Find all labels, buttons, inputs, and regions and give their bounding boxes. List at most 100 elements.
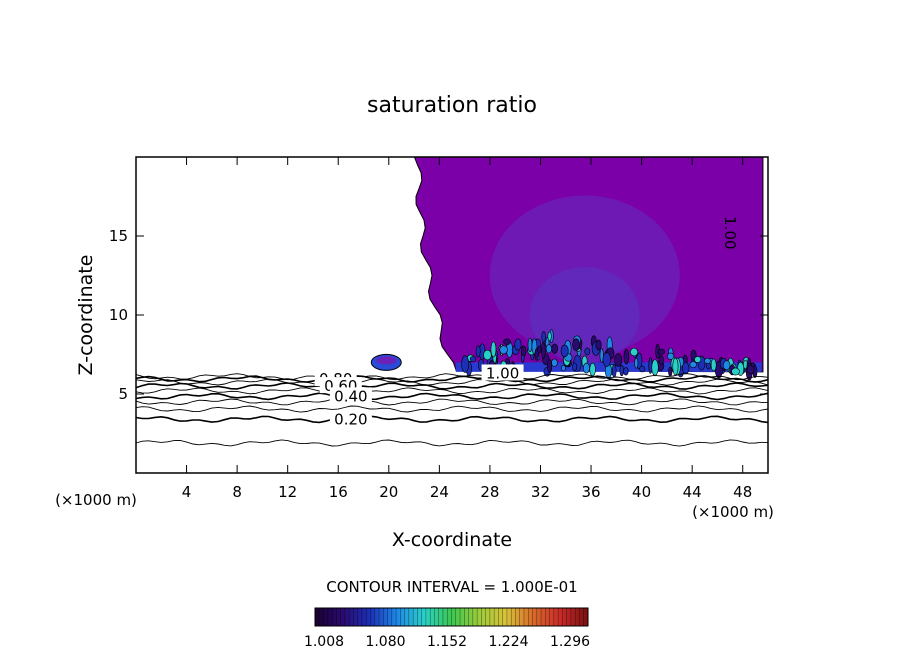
turbulent-cell xyxy=(475,345,481,358)
turbulent-cell xyxy=(584,347,591,356)
colorbar-tick-label: 1.008 xyxy=(304,634,344,650)
turbulent-cell xyxy=(461,355,470,373)
turbulent-cell xyxy=(710,358,717,372)
turbulent-cell xyxy=(541,331,546,343)
iso-line xyxy=(135,373,769,381)
turbulent-cell xyxy=(722,360,731,371)
iso-line xyxy=(135,392,769,401)
turbulent-cell xyxy=(546,359,553,373)
x-axis-label: X-coordinate xyxy=(392,529,512,551)
plume-core xyxy=(529,267,640,363)
turbulent-cell xyxy=(589,362,596,377)
turbulent-cell xyxy=(657,348,666,355)
x-tick-label: 40 xyxy=(632,483,651,501)
turbulent-cell xyxy=(623,367,629,376)
turbulent-cell xyxy=(672,357,679,376)
contour-label: 1.00 xyxy=(486,364,519,382)
turbulent-cell xyxy=(746,365,755,375)
turbulent-cell xyxy=(704,357,711,364)
turbulent-cell xyxy=(651,359,659,376)
chart-title: saturation ratio xyxy=(367,93,537,118)
colorbar-tick-label: 1.296 xyxy=(550,634,590,650)
x-unit-left: (×1000 m) xyxy=(55,491,137,509)
turbulent-cell xyxy=(602,352,611,367)
iso-line xyxy=(135,398,769,406)
x-axis: 4 8 12 16 20 24 28 32 36 40 44 48 xyxy=(182,157,752,501)
turbulent-cell xyxy=(639,365,646,373)
x-tick-label: 24 xyxy=(430,483,449,501)
x-tick-label: 4 xyxy=(182,483,192,501)
contour-label: 0.20 xyxy=(334,410,367,428)
turbulent-cell xyxy=(630,347,639,357)
small-cell-core xyxy=(376,356,397,365)
x-tick-label: 32 xyxy=(531,483,550,501)
turbulent-cell xyxy=(521,345,527,357)
turbulent-cell xyxy=(561,364,566,372)
turbulent-cell xyxy=(694,356,702,363)
turbulent-cell xyxy=(689,361,697,368)
turbulent-cell xyxy=(682,361,690,375)
iso-line xyxy=(135,382,769,391)
y-tick-label: 10 xyxy=(109,306,128,324)
contour-label: 1.00 xyxy=(721,216,739,249)
contour-interval: CONTOUR INTERVAL = 1.000E-01 xyxy=(326,578,577,596)
colorbar-tick-label: 1.080 xyxy=(365,634,405,650)
y-axis: 5 10 15 xyxy=(109,227,768,403)
field-layer xyxy=(370,156,764,381)
x-tick-label: 20 xyxy=(379,483,398,501)
turbulent-cell xyxy=(560,344,569,358)
iso-line xyxy=(135,415,769,424)
iso-line xyxy=(135,387,769,395)
x-tick-label: 48 xyxy=(733,483,752,501)
base-turbulence xyxy=(455,329,762,381)
colorbar-tick-label: 1.152 xyxy=(427,634,467,650)
x-tick-label: 8 xyxy=(232,483,242,501)
y-tick-label: 15 xyxy=(109,227,128,245)
y-axis-label: Z-coordinate xyxy=(75,255,97,376)
turbulent-cell xyxy=(619,364,624,377)
turbulent-cell xyxy=(634,357,639,369)
iso-line xyxy=(135,439,769,447)
turbulent-cell xyxy=(483,349,492,361)
turbulent-cell xyxy=(551,343,559,354)
iso-line xyxy=(135,405,769,413)
colorbar: 1.008 1.080 1.152 1.224 1.296 xyxy=(304,607,590,650)
contour-label: 0.40 xyxy=(334,387,367,405)
x-tick-label: 36 xyxy=(581,483,600,501)
turbulent-cell xyxy=(572,362,578,371)
turbulent-cell xyxy=(572,338,580,351)
iso-line xyxy=(135,378,769,386)
contour-label-bg xyxy=(329,387,372,404)
x-tick-label: 44 xyxy=(683,483,702,501)
turbulent-cell xyxy=(545,344,552,354)
turbulent-cell xyxy=(490,341,497,358)
turbulent-cell xyxy=(503,338,511,345)
colorbar-tick-label: 1.224 xyxy=(488,634,528,650)
turbulent-cell xyxy=(499,345,508,355)
turbulent-cell xyxy=(611,364,617,378)
iso-line xyxy=(135,375,769,383)
turbulent-cell xyxy=(551,358,558,367)
turbulent-cell xyxy=(469,356,477,362)
contour-labels: 0.800.600.400.201.001.00 xyxy=(314,216,739,428)
turbulent-cell xyxy=(623,348,630,365)
x-tick-label: 28 xyxy=(480,483,499,501)
x-tick-label: 12 xyxy=(278,483,297,501)
turbulent-cell xyxy=(547,331,552,342)
turbulent-cell xyxy=(614,353,623,367)
turbulent-cell xyxy=(595,339,602,351)
turbulent-cell xyxy=(658,355,664,366)
turbulent-cell xyxy=(527,337,533,353)
x-unit-right: (×1000 m) xyxy=(692,503,774,521)
x-tick-label: 16 xyxy=(329,483,348,501)
turbulent-cell xyxy=(667,352,675,360)
turbulent-cell xyxy=(731,367,740,376)
turbulent-cell xyxy=(514,338,522,351)
contour-label-bg xyxy=(481,364,524,381)
y-tick-label: 5 xyxy=(118,385,128,403)
turbulent-cell xyxy=(583,362,590,374)
turbulent-cell xyxy=(537,345,542,354)
turbulent-cell xyxy=(541,341,546,359)
contour-label-bg xyxy=(329,410,372,427)
